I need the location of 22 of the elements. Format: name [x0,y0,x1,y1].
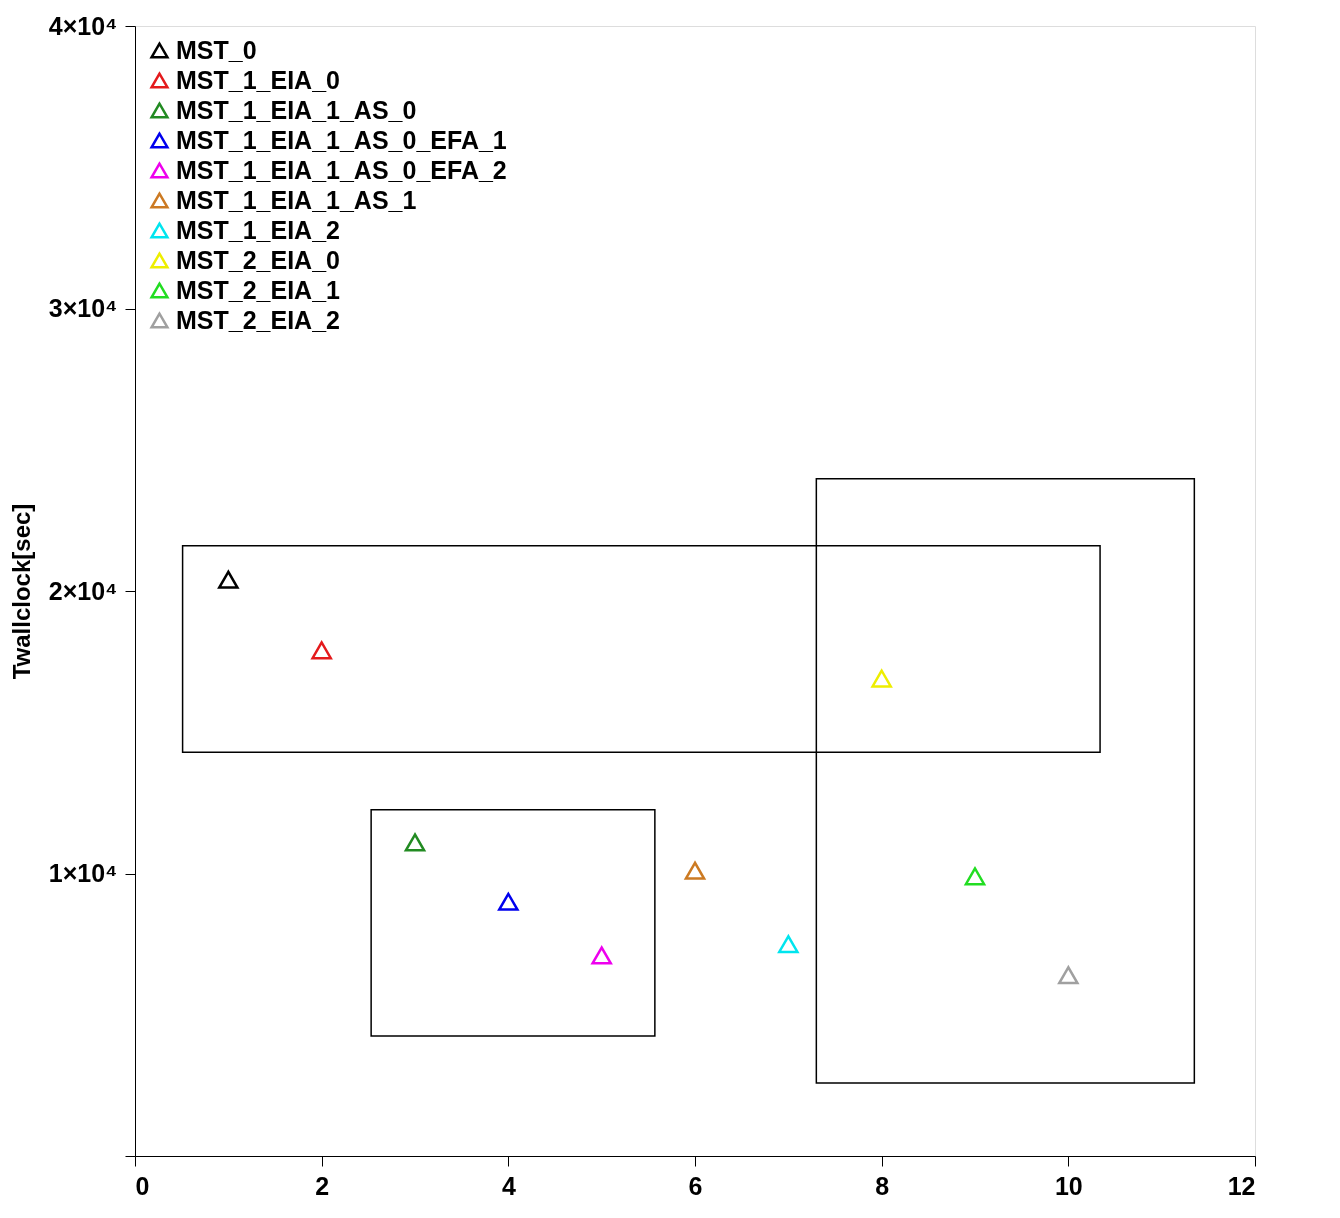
legend-label: MST_1_EIA_1_AS_1 [176,185,417,214]
x-tick-label: 0 [135,1171,150,1200]
y-tick-label: 3×10⁴ [48,294,118,322]
legend-label: MST_2_EIA_0 [176,245,340,274]
legend-label: MST_2_EIA_2 [176,305,340,334]
legend-label: MST_1_EIA_1_AS_0_EFA_2 [176,155,507,184]
y-tick-label: 4×10⁴ [48,11,118,40]
y-axis-title: Twallclock[sec] [7,503,35,680]
x-tick-label: 12 [1227,1171,1256,1200]
x-tick-label: 6 [688,1171,703,1200]
legend-label: MST_1_EIA_0 [176,65,340,94]
y-tick-label: 2×10⁴ [48,576,118,605]
x-tick-label: 8 [875,1171,890,1200]
x-tick-label: 10 [1054,1171,1083,1200]
legend-label: MST_1_EIA_2 [176,215,340,244]
legend-label: MST_1_EIA_1_AS_0_EFA_1 [176,125,507,154]
x-tick-label: 2 [315,1171,330,1200]
legend-label: MST_0 [176,35,257,64]
legend-label: MST_2_EIA_1 [176,275,341,304]
x-tick-label: 4 [501,1171,516,1200]
y-tick-label: 1×10⁴ [48,859,118,887]
legend-label: MST_1_EIA_1_AS_0 [176,95,417,124]
